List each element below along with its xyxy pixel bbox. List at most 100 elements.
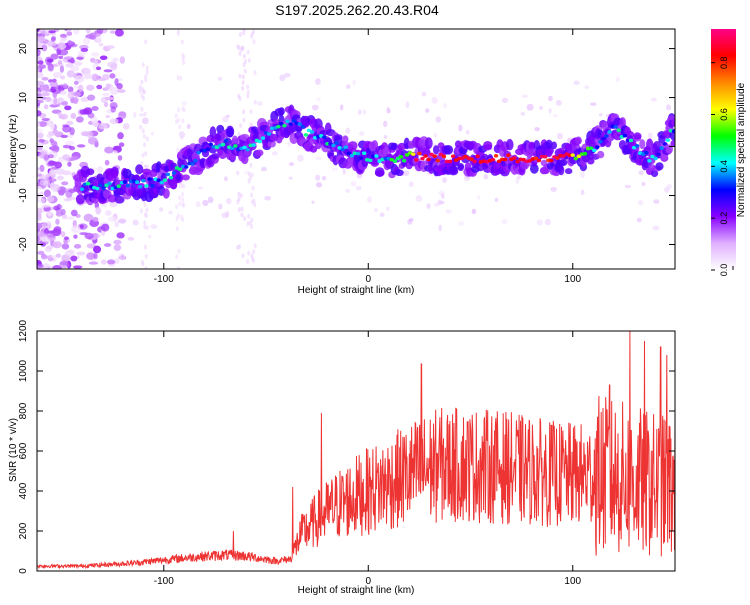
heatmap-cell	[383, 120, 387, 127]
heatmap-cell	[98, 123, 107, 129]
heatmap-cell	[65, 190, 72, 198]
heatmap-cell	[181, 106, 184, 111]
heatmap-cell	[84, 233, 93, 239]
heatmap-cell	[285, 120, 289, 124]
heatmap-cell	[112, 57, 118, 62]
heatmap-cell	[374, 154, 378, 158]
heatmap-cell	[574, 80, 580, 85]
snr-ytick-label: 400	[18, 482, 29, 499]
heatmap-cell	[261, 136, 265, 140]
heatmap-cell	[123, 180, 127, 184]
heatmap-cell	[175, 113, 178, 118]
heatmap-cell	[218, 204, 223, 210]
heatmap-cell	[176, 226, 179, 231]
heatmap-cell	[345, 189, 350, 193]
heatmap-cell	[177, 75, 180, 80]
heatmap-cell	[177, 213, 180, 218]
heatmap-cell	[363, 109, 366, 114]
heatmap-cell	[316, 97, 320, 100]
heatmap-cell	[426, 203, 430, 209]
heatmap-cell	[247, 90, 250, 95]
heatmap-cell	[65, 63, 73, 67]
heatmap-cell	[522, 95, 528, 98]
heatmap-cell	[252, 199, 255, 204]
heatmap-cell	[109, 73, 115, 79]
heatmap-cell	[101, 224, 109, 232]
heatmap-cell	[69, 127, 75, 135]
heatmap-cell	[458, 221, 464, 226]
heatmap-cell	[178, 201, 181, 206]
heatmap-cell	[139, 113, 144, 116]
heatmap-cell	[613, 125, 617, 129]
heatmap-cell	[144, 151, 147, 156]
heatmap-cell	[39, 198, 45, 203]
heatmap-cell	[133, 112, 136, 118]
heatmap-cell	[144, 245, 147, 250]
heatmap-cell	[239, 74, 242, 79]
heatmap-cell	[120, 56, 125, 64]
heatmap-cell	[315, 156, 322, 160]
heatmap-cell	[141, 179, 145, 183]
heatmap-cell	[241, 207, 244, 212]
heatmap-cell	[76, 116, 84, 122]
heatmap-cell	[51, 146, 59, 151]
heatmap-cell	[245, 148, 249, 152]
spectrogram-xtick-label: 100	[564, 274, 581, 285]
heatmap-cell	[41, 77, 48, 81]
heatmap-cell	[648, 132, 653, 138]
heatmap-cell	[246, 259, 249, 264]
heatmap-cell	[142, 62, 145, 67]
heatmap-cell	[393, 159, 397, 163]
heatmap-cell	[426, 158, 430, 162]
heatmap-cell	[560, 159, 568, 166]
heatmap-cell	[34, 260, 41, 265]
heatmap-cell	[346, 84, 350, 88]
heatmap-cell	[241, 86, 244, 91]
heatmap-cell	[50, 123, 55, 130]
heatmap-cell	[282, 124, 286, 128]
heatmap-cell	[41, 44, 47, 51]
heatmap-cell	[54, 226, 62, 233]
heatmap-cell	[76, 252, 85, 256]
heatmap-cell	[651, 98, 657, 102]
heatmap-cell	[113, 240, 121, 245]
heatmap-cell	[95, 187, 99, 191]
heatmap-cell	[143, 224, 146, 229]
heatmap-cell	[144, 184, 148, 188]
heatmap-cell	[66, 32, 72, 36]
heatmap-cell	[254, 70, 257, 75]
heatmap-cell	[142, 117, 149, 124]
heatmap-cell	[444, 145, 453, 155]
heatmap-cell	[222, 116, 229, 122]
heatmap-cell	[248, 171, 251, 176]
colorbar: 0.00.20.40.60.8 Normalized spectral ampl…	[711, 29, 747, 276]
spectrogram-xtick-label: -100	[154, 274, 174, 285]
heatmap-cell	[243, 62, 246, 67]
heatmap-cell	[104, 147, 113, 154]
heatmap-cell	[246, 221, 249, 226]
heatmap-cell	[178, 195, 181, 200]
heatmap-cell	[144, 165, 149, 168]
heatmap-cell	[206, 147, 210, 151]
heatmap-cell	[237, 197, 240, 202]
heatmap-cell	[635, 144, 639, 148]
snr-ytick-label: 1200	[18, 319, 29, 342]
heatmap-cell	[43, 204, 51, 207]
heatmap-cell	[472, 160, 476, 164]
heatmap-cell	[175, 254, 178, 259]
heatmap-cell	[135, 180, 139, 184]
heatmap-cell	[322, 176, 327, 181]
heatmap-cell	[238, 45, 241, 50]
heatmap-cell	[86, 26, 91, 34]
heatmap-cell	[247, 179, 250, 184]
heatmap-cell	[144, 112, 147, 117]
heatmap-cell	[345, 128, 350, 134]
heatmap-cell	[73, 97, 78, 104]
heatmap-cell	[247, 214, 250, 219]
heatmap-cell	[601, 137, 605, 141]
heatmap-cell	[252, 29, 255, 34]
heatmap-cell	[208, 197, 214, 203]
heatmap-cell	[667, 184, 672, 189]
heatmap-cell	[143, 142, 146, 147]
heatmap-cell	[37, 251, 44, 255]
